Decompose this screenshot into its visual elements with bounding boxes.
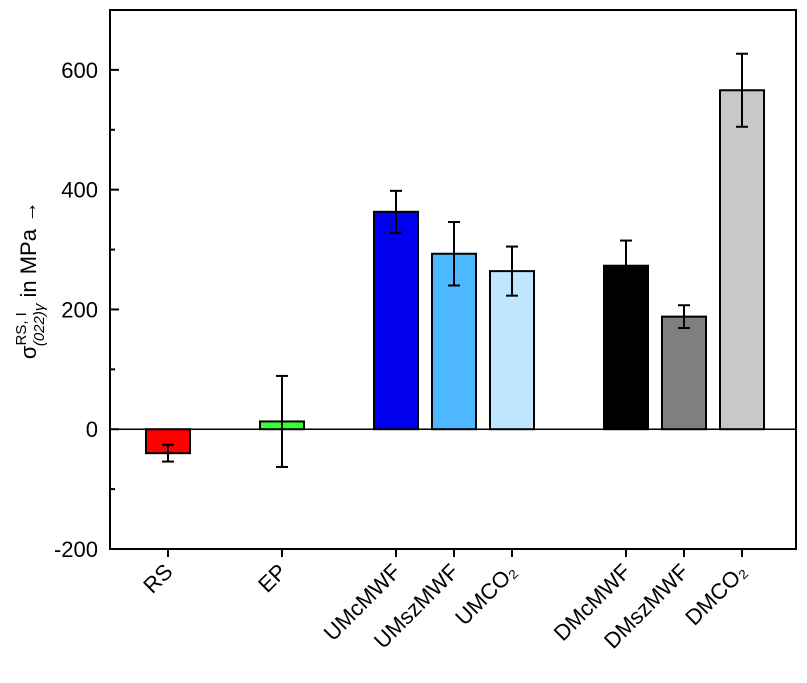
error-bar-2 (276, 374, 288, 468)
x-tick-label: RS (138, 559, 177, 598)
error-bar-7 (678, 304, 690, 330)
error-bar-6 (620, 239, 632, 292)
y-tick-label: 400 (61, 178, 98, 203)
error-bar-4 (448, 221, 460, 287)
bar-8 (719, 89, 765, 431)
error-bar-1 (162, 443, 174, 463)
y-axis-title: σRS, I(022)γ in MPa → (13, 201, 48, 359)
y-tick-label: 600 (61, 58, 98, 83)
error-bar-8 (736, 52, 748, 128)
y-axis-label: σRS, I(022)γ in MPa → (13, 201, 48, 359)
y-axis-ticks: -200 0 200 400 600 (54, 9, 119, 562)
y-tick-label: 0 (86, 417, 98, 442)
bar-7 (661, 315, 707, 431)
x-tick-label: UMCO₂ (450, 559, 521, 630)
bar-3 (373, 210, 419, 431)
error-bar-3 (390, 189, 402, 234)
y-tick-label: -200 (54, 537, 98, 562)
x-tick-label: DMCO₂ (680, 559, 751, 630)
y-tick-label: 200 (61, 297, 98, 322)
error-bars (162, 52, 748, 468)
error-bar-5 (506, 245, 518, 297)
x-tick-label: EP (253, 559, 291, 597)
